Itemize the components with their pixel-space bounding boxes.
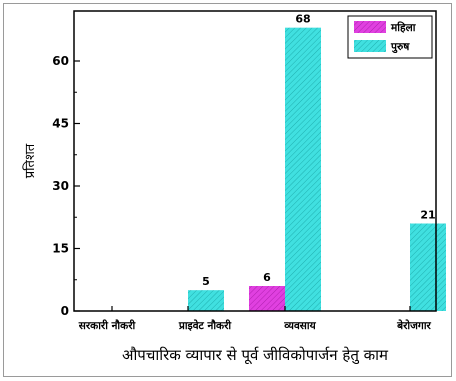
y-tick-label-4: 60	[52, 54, 69, 68]
plot-area	[73, 10, 437, 312]
y-tick-label-2: 30	[52, 179, 69, 193]
legend-label-male: पुरुष	[390, 41, 410, 54]
legend-swatch-male	[354, 40, 386, 52]
data-label-2: 68	[295, 13, 310, 26]
legend: महिला पुरुष	[347, 15, 433, 59]
bar-male-1	[188, 290, 224, 311]
bar-male-3	[410, 223, 446, 311]
data-label-0: 5	[202, 275, 210, 288]
y-tick-label-3: 45	[52, 117, 69, 131]
x-tick-label-0: सरकारी नौकरी	[78, 319, 137, 332]
x-tick-label-1: प्राइवेट नौकरी	[178, 319, 233, 332]
legend-label-female: महिला	[390, 21, 417, 34]
data-label-1: 6	[263, 271, 271, 284]
x-tick-label-3: बेरोजगार	[396, 319, 431, 332]
legend-swatch-female	[354, 21, 386, 33]
y-tick-label-0: 0	[61, 304, 69, 318]
bar-male-2	[285, 27, 321, 312]
data-label-3: 21	[420, 209, 435, 222]
x-tick-label-2: व्यवसाय	[283, 320, 316, 332]
bar-female-2	[249, 286, 285, 311]
y-tick-label-1: 15	[52, 242, 69, 256]
chart-frame	[3, 3, 452, 377]
x-axis-label: औपचारिक व्यापार से पूर्व जीविकोपार्जन हे…	[122, 346, 389, 365]
y-axis-label: प्रतिशत	[22, 143, 38, 178]
